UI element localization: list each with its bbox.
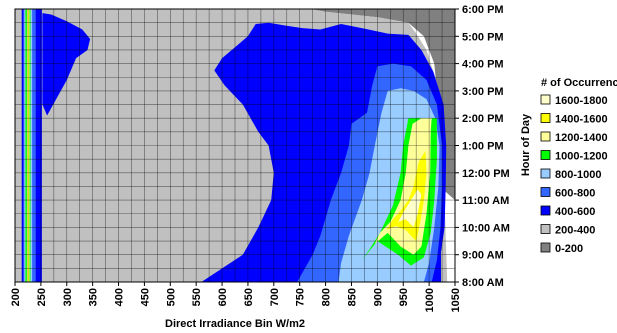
y-axis-ticks: 8:00 AM 9:00 AM 10:00 AM 11:00 AM 12:00 PM 1:…	[455, 4, 510, 289]
plot-grid	[14, 8, 456, 283]
x-tick-label: 600	[217, 288, 229, 306]
legend-label: 1200-1400	[555, 132, 608, 144]
legend-swatch	[540, 224, 551, 234]
x-tick-label: 800	[321, 288, 333, 306]
y-axis-title: Hour of Day	[520, 113, 532, 176]
x-tick-label: 550	[191, 288, 203, 306]
contour-region-1400-1600-14	[386, 151, 427, 242]
y-tick-label: 8:00 AM	[462, 277, 504, 289]
legend-swatch	[540, 187, 551, 197]
y-tick-label: 11:00 AM	[462, 195, 509, 207]
legend-label: 400-600	[555, 206, 595, 218]
x-tick-label: 200	[10, 288, 22, 306]
y-tick-label: 4:00 PM	[462, 59, 504, 71]
legend-label: 1400-1600	[555, 114, 608, 126]
x-tick-label: 300	[62, 288, 74, 306]
contour-region-400-600-3	[42, 13, 91, 116]
legend-label: 200-400	[555, 225, 595, 237]
legend-swatch	[540, 94, 551, 105]
x-tick-label: 250	[36, 288, 48, 306]
legend-label: 1600-1800	[555, 95, 608, 107]
contour-region-1600-1800-15	[398, 189, 422, 228]
x-tick-label: 700	[269, 288, 281, 306]
y-tick-label: 6:00 PM	[462, 4, 504, 16]
x-tick-label: 450	[139, 288, 151, 306]
legend-label: 800-1000	[555, 169, 602, 181]
x-tick-label: 350	[88, 288, 100, 306]
y-tick-label: 1:00 PM	[462, 141, 504, 153]
x-tick-label: 1000	[424, 288, 436, 312]
y-tick-label: 3:00 PM	[462, 86, 504, 98]
x-tick-label: 750	[295, 288, 307, 306]
y-tick-label: 10:00 AM	[462, 222, 510, 234]
x-tick-label: 650	[243, 288, 255, 306]
legend-swatch	[540, 242, 551, 253]
x-axis-ticks: 200 250 300 350 400 450 500 550 600 650 700 750 800 8…	[10, 282, 462, 312]
y-tick-label: 9:00 AM	[462, 250, 504, 262]
x-tick-label: 500	[165, 288, 177, 306]
legend-swatch	[540, 131, 551, 142]
y-tick-label: 5:00 PM	[462, 31, 504, 43]
x-tick-label: 850	[346, 288, 358, 306]
x-tick-label: 900	[372, 288, 384, 306]
legend-label: 1000-1200	[555, 151, 608, 163]
legend-swatch	[540, 205, 551, 216]
x-tick-label: 400	[114, 288, 126, 306]
legend-label: 0-200	[555, 243, 583, 255]
legend-swatch	[540, 150, 551, 160]
legend-label: 600-800	[555, 188, 595, 200]
legend: # of Occurrences 1600-1800 1400-1600 1200-…	[540, 77, 617, 255]
y-tick-label: 12:00 PM	[462, 168, 510, 180]
y-tick-label: 2:00 PM	[462, 113, 504, 125]
legend-swatch	[540, 168, 551, 179]
legend-swatch	[540, 113, 551, 123]
x-axis-title: Direct Irradiance Bin W/m2	[165, 318, 305, 330]
x-tick-label: 1050	[450, 288, 462, 312]
x-tick-label: 950	[398, 288, 410, 306]
legend-title: # of Occurrences	[541, 77, 617, 89]
